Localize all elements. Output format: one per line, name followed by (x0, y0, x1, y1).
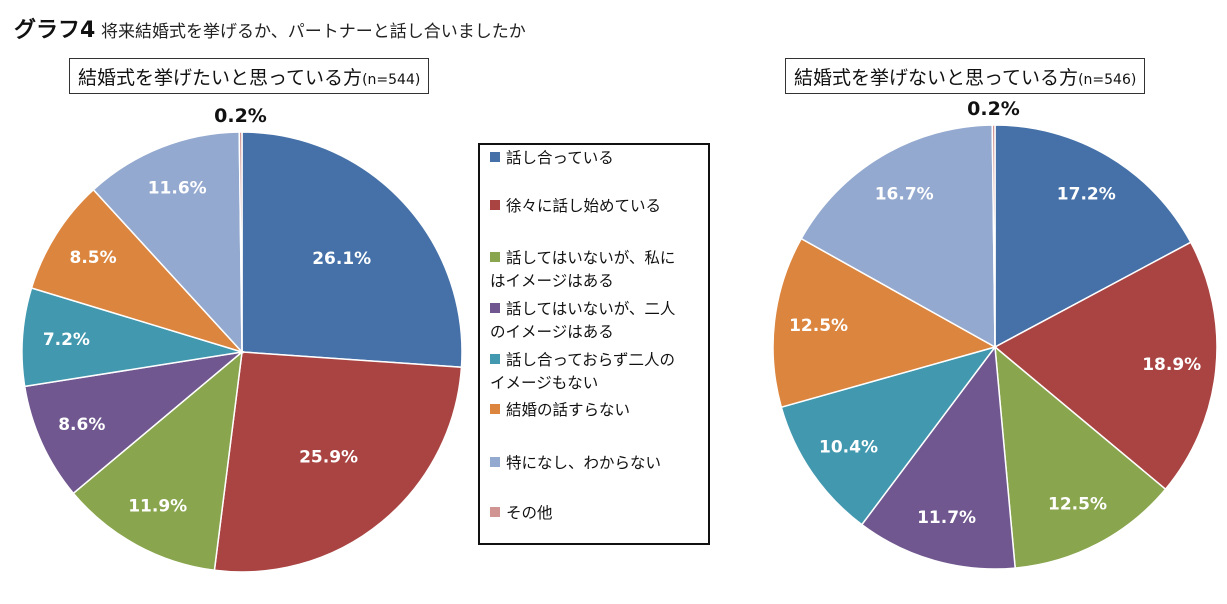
left-pie-title-text: 結婚式を挙げたいと思っている方 (78, 67, 363, 89)
slice-label: 11.9% (128, 497, 187, 517)
pie-slice (92, 131, 243, 354)
legend-item-label: はイメージはある (490, 270, 708, 293)
pie-slice (772, 237, 997, 409)
pie-slice (991, 124, 996, 348)
legend-item-label: のイメージはある (490, 321, 708, 344)
slice-label: 7.2% (43, 330, 90, 350)
legend-swatch (490, 152, 500, 162)
legend-item-label: 話してはいないが、私に (490, 247, 708, 270)
slice-label: 12.5% (789, 316, 848, 336)
pie-slice (780, 345, 997, 526)
slice-label: 16.7% (875, 184, 934, 204)
pie-slice (238, 131, 243, 353)
legend-item-label: 徐々に話し始めている (490, 195, 708, 218)
legend-item-label: 特になし、わからない (490, 452, 708, 475)
slice-label: 18.9% (1142, 355, 1201, 375)
pie-slice (993, 241, 1218, 491)
legend-swatch (490, 457, 500, 467)
legend-text: イメージもない (490, 374, 599, 392)
figure-label: グラフ4 (14, 18, 96, 43)
legend-swatch (490, 303, 500, 313)
slice-label: 25.9% (299, 447, 358, 467)
legend-text: 話し合っている (506, 149, 614, 167)
legend-text: その他 (506, 504, 553, 522)
pie-slice (72, 350, 243, 572)
pie-slice (213, 351, 463, 573)
legend-item-label: 話し合っておらず二人の (490, 349, 708, 372)
legend-item: その他 (490, 502, 708, 525)
legend-item: 話してはいないが、二人のイメージはある (490, 298, 708, 344)
legend-text: 徐々に話し始めている (506, 197, 662, 215)
legend-swatch (490, 200, 500, 210)
pie-slice (800, 124, 996, 349)
right-pie-n: (n=546) (1078, 72, 1137, 88)
legend-item-label: イメージもない (490, 372, 708, 395)
slice-label: 11.6% (148, 178, 207, 198)
legend-item-label: 話し合っている (490, 147, 708, 170)
legend-text: 結婚の話すらない (506, 401, 631, 419)
legend-item: 特になし、わからない (490, 452, 708, 475)
legend-text: 話してはいないが、私に (506, 249, 676, 267)
legend-text: 話し合っておらず二人の (506, 351, 675, 369)
slice-label: 0.2% (967, 98, 1020, 120)
slice-label: 26.1% (312, 249, 371, 269)
legend-text: のイメージはある (490, 323, 614, 341)
legend-swatch (490, 252, 500, 262)
right-pie: 17.2% 18.9% 12.5% 11.7% 10.4% 12.5% 16.7% 0.2% (772, 98, 1218, 570)
right-pie-title-text: 結婚式を挙げないと思っている方 (794, 67, 1079, 89)
pie-slice (21, 287, 243, 388)
legend-swatch (490, 507, 500, 517)
legend-text: 特になし、わからない (506, 454, 662, 472)
left-pie-title: 結婚式を挙げたいと思っている方(n=544) (69, 58, 430, 94)
legend-item-label: その他 (490, 502, 708, 525)
slice-label: 10.4% (819, 437, 878, 457)
legend-item: 結婚の話すらない (490, 399, 708, 422)
legend-item-label: 結婚の話すらない (490, 399, 708, 422)
legend-item: 話してはいないが、私にはイメージはある (490, 247, 708, 293)
legend-item: 話し合っておらず二人のイメージもない (490, 349, 708, 395)
legend-swatch (490, 354, 500, 364)
slice-label: 8.6% (58, 415, 105, 435)
left-pie: 26.1% 25.9% 11.9% 8.6% 7.2% 8.5% 11.6% 0.2% (21, 105, 463, 573)
legend-text: 話してはいないが、二人 (506, 300, 676, 318)
slice-label: 17.2% (1057, 185, 1116, 205)
legend-item: 話し合っている (490, 147, 708, 170)
slice-label: 11.7% (917, 508, 976, 528)
chart-legend: 話し合っている 徐々に話し始めている 話してはいないが、私に はイメージはある 話しては… (478, 143, 710, 545)
right-pie-title: 結婚式を挙げないと思っている方(n=546) (785, 58, 1146, 94)
pie-slice (860, 344, 1016, 570)
figure-title: グラフ4 将来結婚式を挙げるか、パートナーと話し合いましたか (14, 12, 526, 44)
legend-item-label: 話してはいないが、二人 (490, 298, 708, 321)
figure-question: 将来結婚式を挙げるか、パートナーと話し合いましたか (101, 22, 526, 42)
pie-slice (30, 188, 245, 354)
pie-slice (994, 345, 1167, 569)
slice-label: 8.5% (70, 248, 117, 268)
legend-text: はイメージはある (490, 272, 614, 290)
pie-slice (241, 131, 463, 368)
slice-label: 12.5% (1048, 494, 1107, 514)
pie-slice (23, 350, 245, 495)
legend-item: 徐々に話し始めている (490, 195, 708, 218)
legend-swatch (490, 404, 500, 414)
slice-label: 0.2% (214, 105, 267, 127)
pie-slice (994, 124, 1192, 349)
left-pie-n: (n=544) (362, 72, 421, 88)
